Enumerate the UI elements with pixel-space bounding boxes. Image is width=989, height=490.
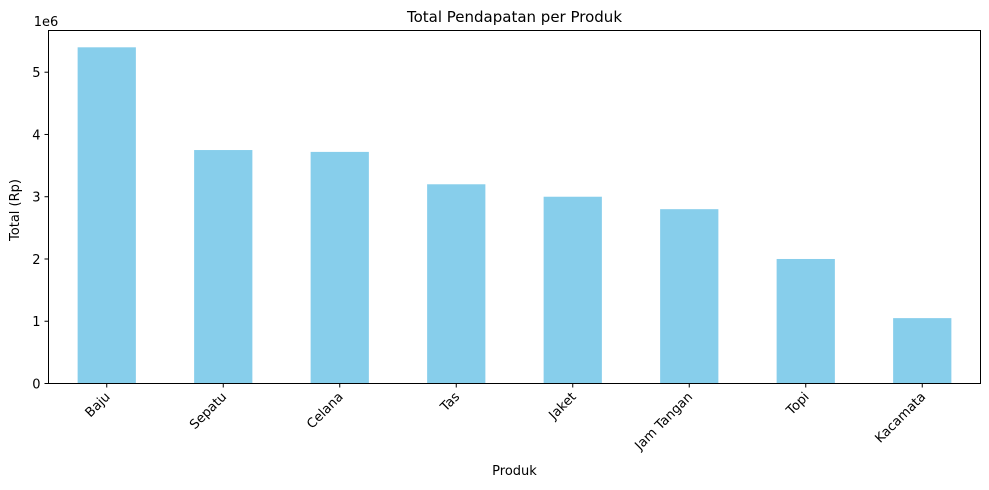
y-tick-label: 2 — [32, 253, 40, 268]
y-tick-label: 3 — [32, 191, 40, 206]
bar-jam-tangan — [660, 209, 719, 384]
bar-sepatu — [194, 150, 253, 384]
x-tick-label: Sepatu — [187, 390, 230, 433]
bar-tas — [427, 184, 486, 384]
x-axis-label: Produk — [492, 464, 537, 479]
x-tick-label: Celana — [304, 390, 346, 432]
bars-group — [77, 47, 952, 384]
x-tick-label: Kacamata — [872, 390, 929, 447]
x-tick-label: Topi — [783, 390, 812, 419]
x-tick-label: Tas — [437, 390, 463, 416]
x-tick-label: Jam Tangan — [632, 390, 696, 454]
y-tick-label: 4 — [32, 128, 40, 143]
bar-baju — [77, 47, 136, 384]
x-tick-label: Jaket — [546, 390, 580, 424]
y-ticks-group: 0 1 2 3 4 5 — [32, 66, 49, 393]
y-axis-offset-label: 1e6 — [34, 15, 59, 30]
y-tick-label: 1 — [32, 315, 40, 330]
bar-celana — [310, 151, 369, 384]
y-axis-label: Total (Rp) — [8, 179, 23, 242]
y-tick-label: 0 — [32, 378, 40, 393]
chart-title: Total Pendapatan per Produk — [406, 8, 622, 26]
bar-kacamata — [893, 318, 952, 384]
bar-jaket — [543, 196, 602, 384]
plot-frame — [48, 30, 981, 384]
x-tick-label: Baju — [83, 390, 114, 421]
bar-topi — [776, 258, 835, 384]
x-ticks-group: Baju Sepatu Celana Tas Jaket Jam Tangan Topi Ka… — [83, 383, 929, 454]
y-tick-label: 5 — [32, 66, 40, 81]
